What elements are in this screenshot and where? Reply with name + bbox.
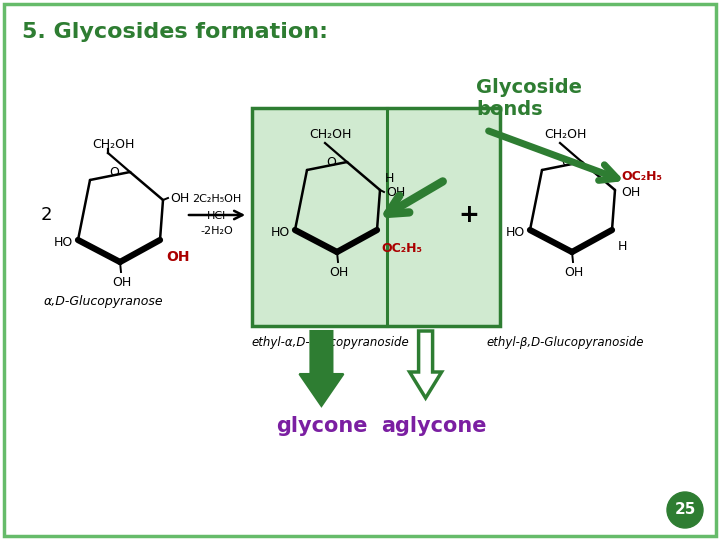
Text: OH: OH [112,276,132,289]
Text: OC₂H₅: OC₂H₅ [381,242,422,255]
Text: 2C₂H₅OH: 2C₂H₅OH [192,194,242,204]
Text: H: H [618,240,627,253]
Text: ethyl-α,D-Glucopyranoside: ethyl-α,D-Glucopyranoside [251,336,409,349]
Text: OH: OH [621,186,640,199]
Text: O: O [109,166,119,179]
Text: OH: OH [170,192,189,206]
Text: O: O [561,157,571,170]
Text: glycone: glycone [276,416,367,436]
Text: H: H [385,172,395,185]
Text: aglycone: aglycone [381,416,486,436]
Text: CH₂OH: CH₂OH [309,129,351,141]
Text: HCl: HCl [207,211,227,221]
Text: +: + [459,203,480,227]
Text: 25: 25 [675,503,696,517]
Text: bonds: bonds [476,100,543,119]
Text: ethyl-β,D-Glucopyranoside: ethyl-β,D-Glucopyranoside [486,336,644,349]
Text: 5. Glycosides formation:: 5. Glycosides formation: [22,22,328,42]
Text: OC₂H₅: OC₂H₅ [621,170,662,183]
Bar [252,108,500,326]
Text: -2H₂O: -2H₂O [201,226,233,236]
Polygon shape [300,331,343,406]
Text: CH₂OH: CH₂OH [92,138,134,152]
Text: OH: OH [166,250,189,264]
Text: O: O [326,157,336,170]
Text: OH: OH [564,266,584,279]
Text: HO: HO [54,235,73,248]
Text: HO: HO [505,226,525,239]
Text: 2: 2 [40,206,52,224]
Text: OH: OH [386,186,405,199]
Text: Glycoside: Glycoside [476,78,582,97]
Circle shape [667,492,703,528]
Text: OH: OH [329,266,348,279]
Text: CH₂OH: CH₂OH [544,129,586,141]
Text: HO: HO [271,226,290,239]
Text: α,D-Glucopyranose: α,D-Glucopyranose [43,295,163,308]
